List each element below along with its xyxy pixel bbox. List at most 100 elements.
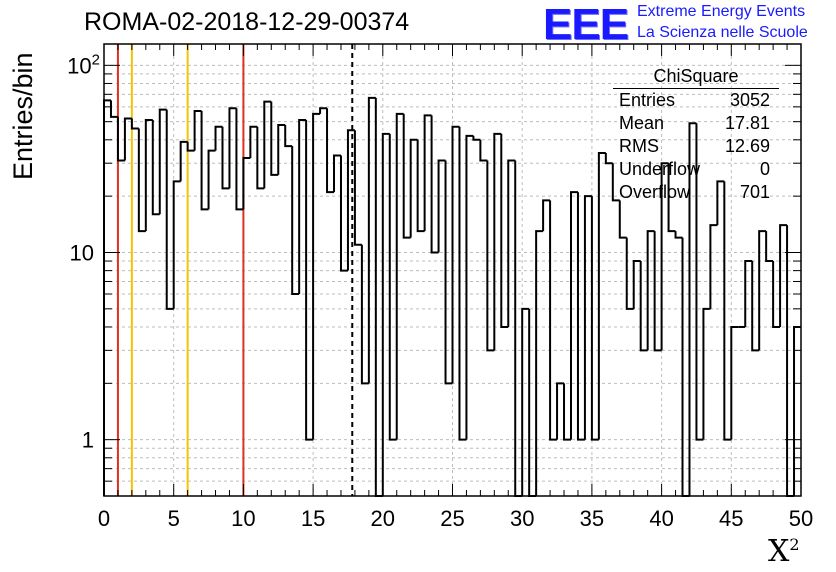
histogram-bin: [709, 224, 718, 309]
y-tick-label-sup: 2: [92, 51, 100, 68]
histogram-bin: [639, 261, 648, 352]
histogram-bin: [423, 114, 432, 232]
x-tick-label: 30: [510, 506, 534, 531]
eee-logo: EEE: [543, 0, 629, 49]
histogram-bin: [270, 101, 279, 176]
stats-value: 0: [759, 159, 770, 179]
histogram-bin: [165, 109, 174, 310]
y-tick-label: 1: [82, 428, 94, 453]
x-axis-label-sup: 2: [789, 535, 800, 554]
stats-label: Entries: [619, 90, 676, 110]
histogram-bin: [151, 120, 160, 216]
stats-name: ChiSquare: [613, 66, 779, 89]
histogram-bin: [144, 119, 153, 232]
x-axis-label-base: X: [768, 534, 790, 569]
stats-label: Overflow: [619, 182, 691, 202]
histogram-bin: [486, 160, 495, 352]
logo-line-1: Extreme Energy Events: [637, 3, 806, 20]
histogram-bin: [137, 128, 146, 233]
histogram-bin: [416, 139, 425, 233]
histogram-bin: [430, 115, 439, 254]
histogram-bin: [374, 97, 383, 497]
histogram-bin: [284, 124, 293, 148]
histogram-bin: [632, 260, 641, 309]
histogram-bin: [779, 224, 788, 327]
histogram-bin: [667, 163, 676, 233]
stats-row: Overflow 701: [609, 181, 779, 204]
stats-row: Entries 3052: [609, 89, 779, 112]
histogram-bin: [326, 108, 335, 194]
histogram-bin: [249, 125, 258, 158]
histogram-bin: [291, 146, 300, 296]
x-tick-label: 20: [371, 506, 395, 531]
histogram-bin: [130, 118, 139, 130]
x-tick-label: 45: [719, 506, 743, 531]
stats-row: RMS 12.69: [609, 135, 779, 158]
histogram-bin: [542, 199, 551, 232]
x-tick-label: 5: [168, 506, 180, 531]
histogram-bin: [263, 100, 272, 189]
histogram-bin: [758, 230, 767, 351]
histogram-bin: [360, 244, 369, 385]
histogram-bin: [528, 308, 537, 497]
histogram-bin: [207, 149, 216, 210]
histogram-bin: [507, 159, 516, 327]
histogram-bin: [618, 200, 627, 239]
x-tick-label: 35: [580, 506, 604, 531]
histogram-bin: [109, 100, 118, 118]
histogram-bin: [346, 129, 355, 271]
stats-row: Underflow 0: [609, 158, 779, 181]
histogram-bin: [305, 120, 314, 441]
stats-value: 3052: [729, 90, 770, 110]
histogram-bin: [437, 159, 446, 253]
histogram-bin: [744, 260, 753, 327]
histogram-bin: [576, 192, 585, 441]
histogram-bin: [465, 134, 474, 440]
stats-row: Mean 17.81: [609, 112, 779, 135]
histogram-bin: [702, 307, 711, 440]
stats-value: 17.81: [724, 113, 770, 133]
histogram-bin: [646, 230, 655, 351]
histogram-bin: [493, 132, 502, 351]
histogram-bin: [472, 135, 481, 141]
histogram-bin: [235, 108, 244, 211]
stats-label: Mean: [619, 113, 665, 133]
histogram-bin: [186, 141, 195, 152]
histogram-bin: [228, 107, 237, 189]
x-tick-label: 50: [789, 506, 813, 531]
histogram-bin: [521, 307, 530, 496]
histogram-bin: [653, 231, 662, 352]
histogram-bin: [765, 231, 774, 263]
stats-box: ChiSquare Entries 3052 Mean 17.81 RMS 12…: [609, 66, 779, 204]
x-tick-label: 0: [98, 506, 110, 531]
logo-line-2: La Scienza nelle Scuole: [637, 24, 808, 41]
histogram-bin: [458, 126, 467, 441]
x-tick-label: 40: [649, 506, 673, 531]
stats-value: 12.69: [724, 136, 770, 156]
histogram-bin: [597, 152, 606, 440]
histogram-bin: [353, 130, 362, 246]
histogram-bin: [723, 181, 732, 441]
histogram-bin: [388, 133, 397, 441]
histogram-bin: [172, 180, 181, 309]
histogram-bin: [793, 325, 801, 496]
stats-label: RMS: [619, 136, 659, 156]
stats-label: Underflow: [619, 159, 701, 179]
histogram-bin: [611, 163, 620, 202]
histogram-bin: [214, 125, 223, 151]
histogram-bin: [333, 154, 341, 193]
histogram-bin: [242, 156, 251, 210]
x-tick-label: 25: [440, 506, 464, 531]
histogram-bin: [277, 123, 286, 175]
histogram-bin: [319, 107, 328, 114]
histogram-bin: [716, 180, 725, 226]
histogram-bin: [514, 160, 523, 497]
histogram-bin: [395, 112, 404, 440]
histogram-bin: [402, 113, 411, 239]
histogram-bin: [688, 122, 697, 496]
histogram-bin: [569, 191, 578, 440]
y-tick-label-base: 10: [67, 53, 91, 78]
histogram-bin: [695, 123, 704, 441]
